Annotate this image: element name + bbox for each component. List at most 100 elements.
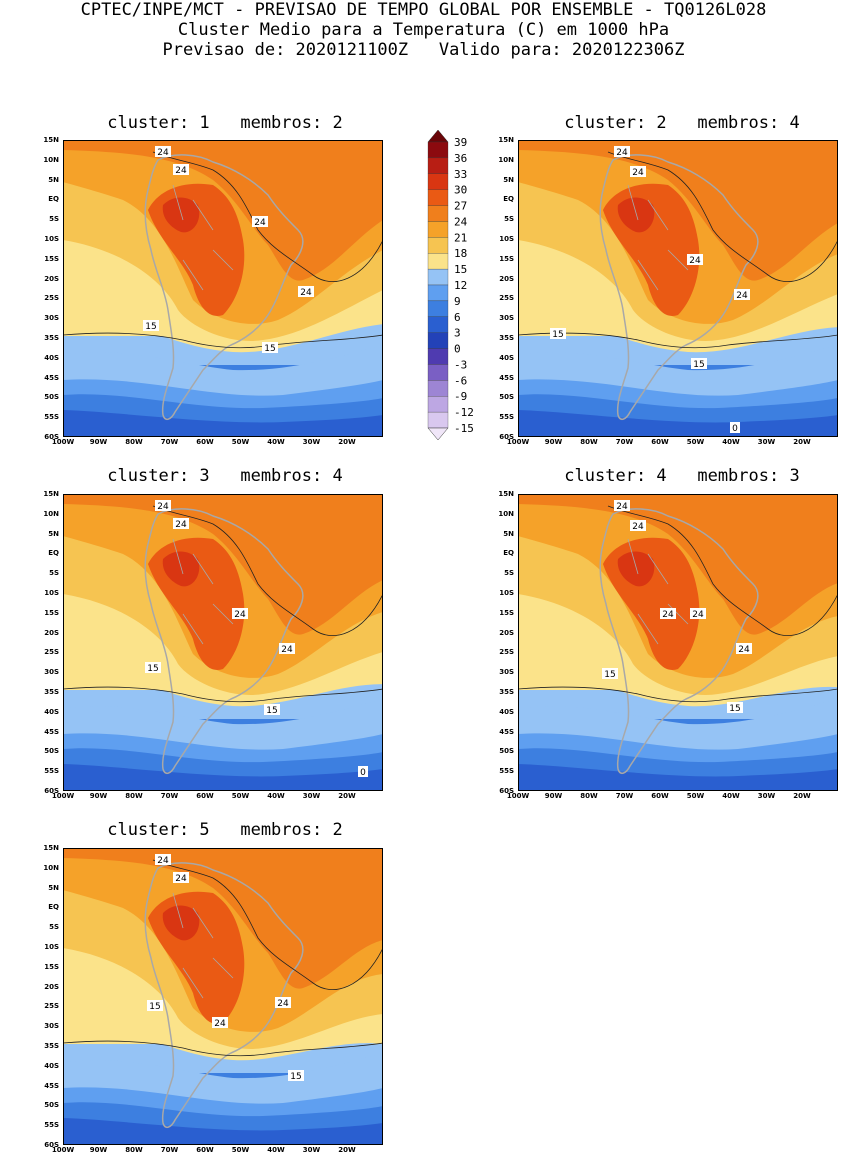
colorbar-segment	[427, 253, 449, 270]
lat-label: 5S	[49, 569, 59, 578]
lat-label: 30S	[499, 314, 514, 323]
colorbar-tick-label: 9	[454, 295, 461, 308]
colorbar-segment	[427, 364, 449, 381]
colorbar-tick-label: -3	[454, 358, 467, 371]
lon-label: 40W	[722, 792, 740, 800]
svg-text:24: 24	[662, 610, 674, 620]
panel-title-1: cluster: 1 membros: 2	[107, 113, 343, 133]
map-frame	[518, 494, 838, 791]
colorbar-segment	[427, 300, 449, 317]
lat-label: 50S	[499, 747, 514, 756]
lat-label: 10S	[499, 235, 514, 243]
lat-label: 15N	[498, 490, 514, 498]
contour-label: 15	[288, 1070, 304, 1082]
colorbar-tick-label: 24	[454, 215, 468, 228]
svg-text:24: 24	[214, 1019, 226, 1029]
panel-title-4: cluster: 4 membros: 3	[564, 466, 800, 486]
lat-label: 10S	[44, 589, 59, 597]
lat-label: 40S	[44, 1061, 59, 1070]
lat-label: 25S	[499, 648, 514, 657]
lat-label: 25S	[44, 294, 59, 303]
contour-label: 15	[143, 320, 159, 332]
lon-label: 100W	[506, 792, 530, 800]
contour-label: 24	[736, 643, 752, 655]
lat-label: 20S	[499, 274, 514, 283]
contour-label: 24	[173, 164, 189, 176]
lat-label: 20S	[44, 628, 59, 637]
lat-label: 35S	[44, 688, 59, 696]
zone-colder	[518, 764, 838, 791]
colorbar-segment	[427, 237, 449, 254]
lat-label: 35S	[499, 334, 514, 342]
header-line-2: Cluster Medio para a Temperatura (C) em …	[177, 20, 670, 40]
colorbar-tick-label: 6	[454, 311, 461, 324]
lon-label: 70W	[615, 792, 634, 800]
lon-label: 90W	[89, 1146, 108, 1154]
lon-label: 70W	[160, 792, 179, 800]
lat-label: 60S	[44, 787, 59, 795]
lat-label: EQ	[503, 195, 514, 204]
svg-text:15: 15	[264, 344, 275, 354]
lon-label: 50W	[231, 792, 250, 800]
lon-label: 90W	[89, 792, 108, 800]
lon-label: 100W	[51, 792, 75, 800]
lat-label: 25S	[499, 294, 514, 303]
lon-label: 60W	[196, 438, 214, 446]
svg-text:24: 24	[300, 288, 312, 298]
svg-text:24: 24	[632, 522, 644, 532]
lat-label: 5N	[503, 175, 514, 184]
lat-label: 30S	[44, 1022, 59, 1031]
lon-label: 60W	[196, 1146, 214, 1154]
map-panel-2: 24 24 24 24 15 15 0	[518, 140, 838, 437]
zone-colder	[518, 410, 838, 437]
svg-text:15: 15	[604, 670, 615, 680]
contour-label: 15	[727, 702, 743, 714]
map-frame	[63, 848, 383, 1145]
colorbar-tick-label: 21	[454, 231, 467, 244]
colorbar-tick-label: 36	[454, 152, 467, 165]
contour-label: 24	[279, 643, 295, 655]
colorbar-segment	[427, 221, 449, 238]
svg-text:0: 0	[732, 424, 738, 434]
lat-label: 60S	[499, 433, 514, 441]
header-line-3: Previsao de: 2020121100Z Valido para: 20…	[162, 40, 685, 60]
contour-label: 24	[173, 518, 189, 530]
lat-label: 45S	[499, 727, 514, 736]
lat-label: 10N	[43, 155, 59, 164]
lat-label: 45S	[44, 1081, 59, 1090]
colorbar-segment	[427, 268, 449, 286]
lat-label: EQ	[503, 549, 514, 558]
lat-label: 20S	[499, 628, 514, 637]
lon-label: 30W	[302, 792, 321, 800]
svg-text:15: 15	[147, 664, 158, 674]
contour-label: 15	[147, 1000, 163, 1012]
lat-label: 35S	[44, 1042, 59, 1050]
colorbar-tick-label: 27	[454, 200, 467, 213]
contour-15	[63, 1040, 383, 1057]
lon-label: 60W	[651, 792, 669, 800]
lat-label: EQ	[48, 549, 59, 558]
lat-label: 10N	[43, 509, 59, 518]
lon-label: 20W	[338, 1146, 356, 1154]
lon-label: 70W	[160, 1146, 179, 1154]
lon-label: 30W	[757, 438, 776, 446]
lat-label: 40S	[44, 707, 59, 716]
zone-30	[617, 197, 655, 233]
lat-label: 25S	[44, 648, 59, 657]
svg-text:24: 24	[234, 610, 246, 620]
contour-label: 0	[358, 766, 368, 778]
colorbar-tick-label: -6	[454, 374, 467, 387]
contour-15	[63, 686, 383, 703]
lat-label: 45S	[499, 373, 514, 382]
lon-label: 50W	[686, 792, 705, 800]
contour-15	[518, 332, 838, 349]
svg-text:15: 15	[552, 330, 563, 340]
colorbar-tick-label: -9	[454, 390, 467, 403]
lat-label: 55S	[44, 413, 59, 422]
lat-label: 15N	[43, 136, 59, 144]
lat-label: 5S	[49, 923, 59, 932]
lon-label: 40W	[722, 438, 740, 446]
lat-label: 5N	[48, 883, 59, 892]
lat-label: 15S	[499, 254, 514, 263]
colorbar-segment	[427, 157, 449, 174]
